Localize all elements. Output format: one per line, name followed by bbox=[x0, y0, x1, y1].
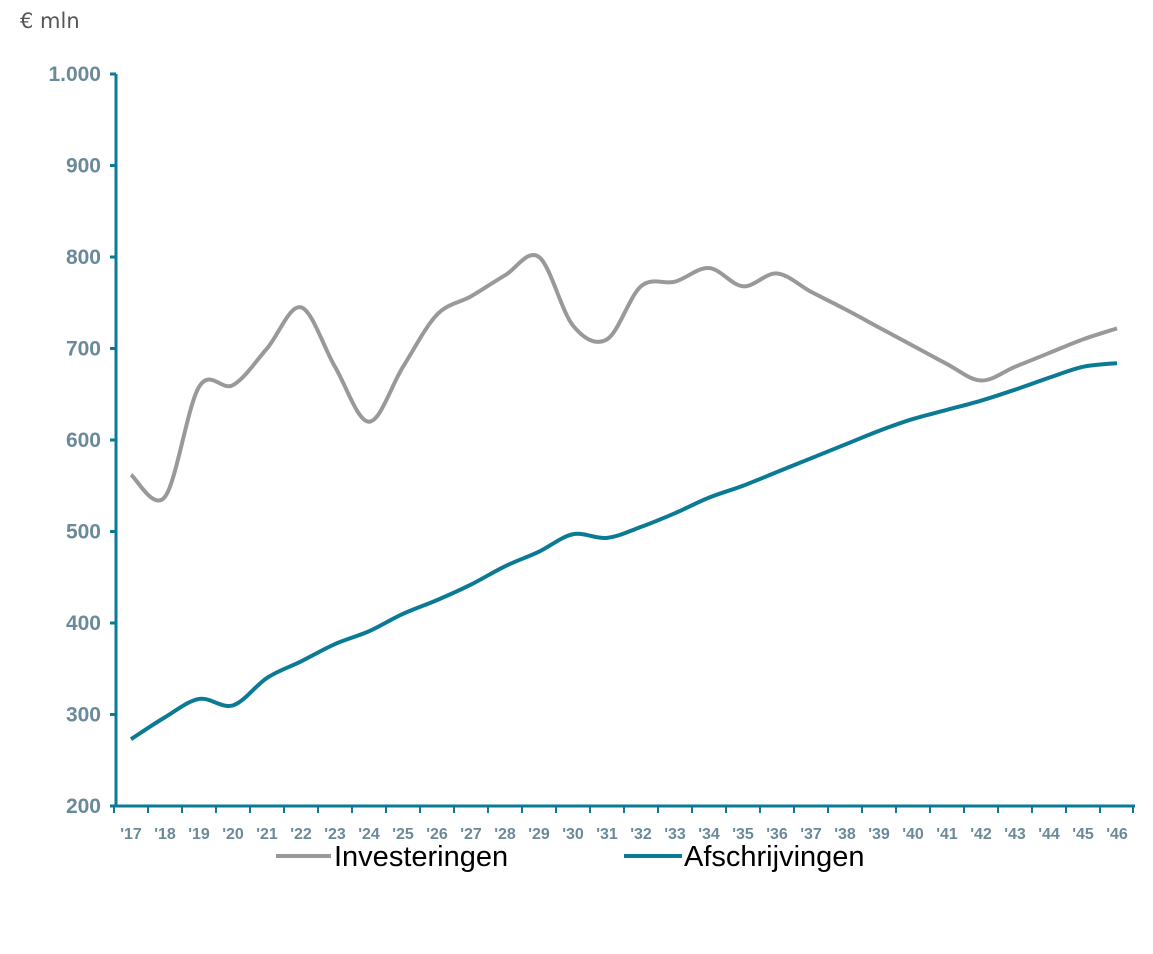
x-tick-label: '40 bbox=[902, 826, 924, 843]
legend-item-afschrijvingen: Afschrijvingen bbox=[624, 841, 865, 873]
y-tick-label: 200 bbox=[66, 795, 101, 818]
x-tick-label: '44 bbox=[1038, 826, 1060, 843]
x-tick-label: '20 bbox=[222, 826, 244, 843]
x-tick-label: '18 bbox=[154, 826, 176, 843]
x-tick-label: '19 bbox=[188, 826, 210, 843]
y-tick-label: 800 bbox=[66, 246, 101, 269]
chart-axes bbox=[116, 74, 1135, 806]
y-unit-label: € mln bbox=[20, 9, 80, 33]
x-ticks: '17'18'19'20'21'22'23'24'25'26'27'28'29 '… bbox=[114, 806, 1133, 843]
y-tick-label: 600 bbox=[66, 429, 101, 452]
y-tick-label: 500 bbox=[66, 521, 101, 544]
legend-item-investeringen: Investeringen bbox=[276, 841, 508, 873]
series-line-investeringen bbox=[131, 255, 1117, 500]
x-tick-label: '45 bbox=[1072, 826, 1094, 843]
x-tick-label: '31 bbox=[596, 826, 618, 843]
y-tick-label: 700 bbox=[66, 338, 101, 361]
legend: Investeringen Afschrijvingen bbox=[276, 841, 865, 873]
x-tick-label: '21 bbox=[256, 826, 278, 843]
x-tick-label: '30 bbox=[562, 826, 584, 843]
x-tick-label: '43 bbox=[1004, 826, 1026, 843]
series-line-afschrijvingen bbox=[131, 363, 1117, 739]
x-tick-label: '41 bbox=[936, 826, 958, 843]
y-tick-label: 300 bbox=[66, 704, 101, 727]
x-tick-label: '33 bbox=[664, 826, 686, 843]
y-tick-label: 400 bbox=[66, 612, 101, 635]
x-tick-label: '46 bbox=[1106, 826, 1128, 843]
series-lines bbox=[131, 255, 1117, 739]
y-tick-label: 1.000 bbox=[48, 63, 101, 86]
legend-label-investeringen: Investeringen bbox=[334, 841, 508, 873]
x-tick-label: '17 bbox=[120, 826, 142, 843]
x-tick-label: '39 bbox=[868, 826, 890, 843]
y-ticks: 200 300 400 500 600 700 800 900 1.000 bbox=[48, 63, 116, 818]
x-tick-label: '32 bbox=[630, 826, 652, 843]
legend-label-afschrijvingen: Afschrijvingen bbox=[684, 841, 865, 873]
x-tick-label: '42 bbox=[970, 826, 992, 843]
y-tick-label: 900 bbox=[66, 155, 101, 178]
x-tick-label: '29 bbox=[528, 826, 550, 843]
x-tick-label: '22 bbox=[290, 826, 312, 843]
